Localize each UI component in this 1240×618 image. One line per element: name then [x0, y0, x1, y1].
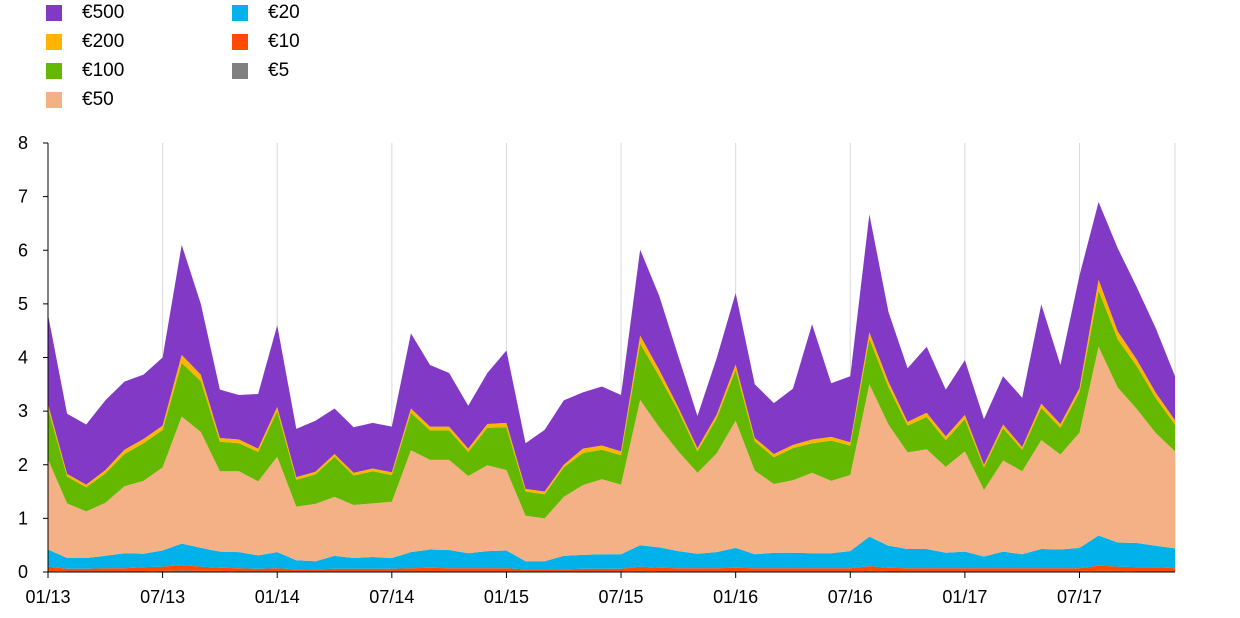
area-series-3	[48, 535, 1175, 570]
x-tick-label-8: 01/17	[942, 587, 987, 607]
legend-item-4: €50	[46, 89, 114, 111]
area-series-7	[48, 201, 1175, 492]
y-tick-label-7: 7	[18, 187, 28, 207]
area-series	[48, 201, 1175, 572]
x-tick-label-5: 07/15	[599, 587, 644, 607]
y-tick-label-4: 4	[18, 348, 28, 368]
area-series-2	[48, 565, 1175, 572]
legend-label: €500	[82, 2, 125, 23]
x-tick-label-9: 07/17	[1057, 587, 1102, 607]
legend-swatch	[232, 34, 248, 50]
legend-label: €5	[268, 60, 290, 81]
legend-label: €200	[82, 31, 125, 52]
y-tick-label-5: 5	[18, 294, 28, 314]
x-axis-ticks: 01/13 07/13 01/14 07/14 01/15 07/15 01/16 07/16…	[25, 572, 1102, 607]
x-tick-label-6: 01/16	[713, 587, 758, 607]
legend-swatch	[46, 5, 62, 21]
legend-swatch	[46, 34, 62, 50]
legend-item-6: €10	[232, 31, 300, 53]
x-tick-label-4: 01/15	[484, 587, 529, 607]
legend-swatch	[232, 5, 248, 21]
x-tick-label-1: 07/13	[140, 587, 185, 607]
y-tick-label-8: 8	[18, 133, 28, 153]
legend-item-2: €200	[46, 31, 124, 53]
area-series-5	[48, 290, 1175, 519]
legend-swatch	[46, 63, 62, 79]
x-tick-label-2: 01/14	[255, 587, 300, 607]
y-tick-label-2: 2	[18, 455, 28, 475]
y-tick-label-3: 3	[18, 401, 28, 421]
legend: €500 €200 €100 €50 €20 €10 €5	[46, 2, 446, 114]
legend-label: €100	[82, 60, 125, 81]
legend-label: €20	[268, 2, 300, 23]
legend-label: €10	[268, 31, 300, 52]
area-series-6	[48, 279, 1175, 495]
legend-item-3: €100	[46, 60, 124, 82]
legend-item-1: €500	[46, 2, 124, 24]
y-tick-label-1: 1	[18, 508, 28, 528]
x-tick-label-7: 07/16	[828, 587, 873, 607]
legend-swatch	[46, 92, 62, 108]
legend-item-7: €5	[232, 60, 289, 82]
legend-item-5: €20	[232, 2, 300, 24]
x-tick-label-3: 07/14	[369, 587, 414, 607]
y-tick-label-6: 6	[18, 240, 28, 260]
y-tick-label-0: 0	[18, 562, 28, 582]
legend-swatch	[232, 63, 248, 79]
legend-label: €50	[82, 89, 114, 110]
x-tick-label-0: 01/13	[25, 587, 70, 607]
area-series-4	[48, 346, 1175, 562]
y-axis-ticks: 0 1 2 3 4 5 6 7 8	[18, 133, 48, 582]
